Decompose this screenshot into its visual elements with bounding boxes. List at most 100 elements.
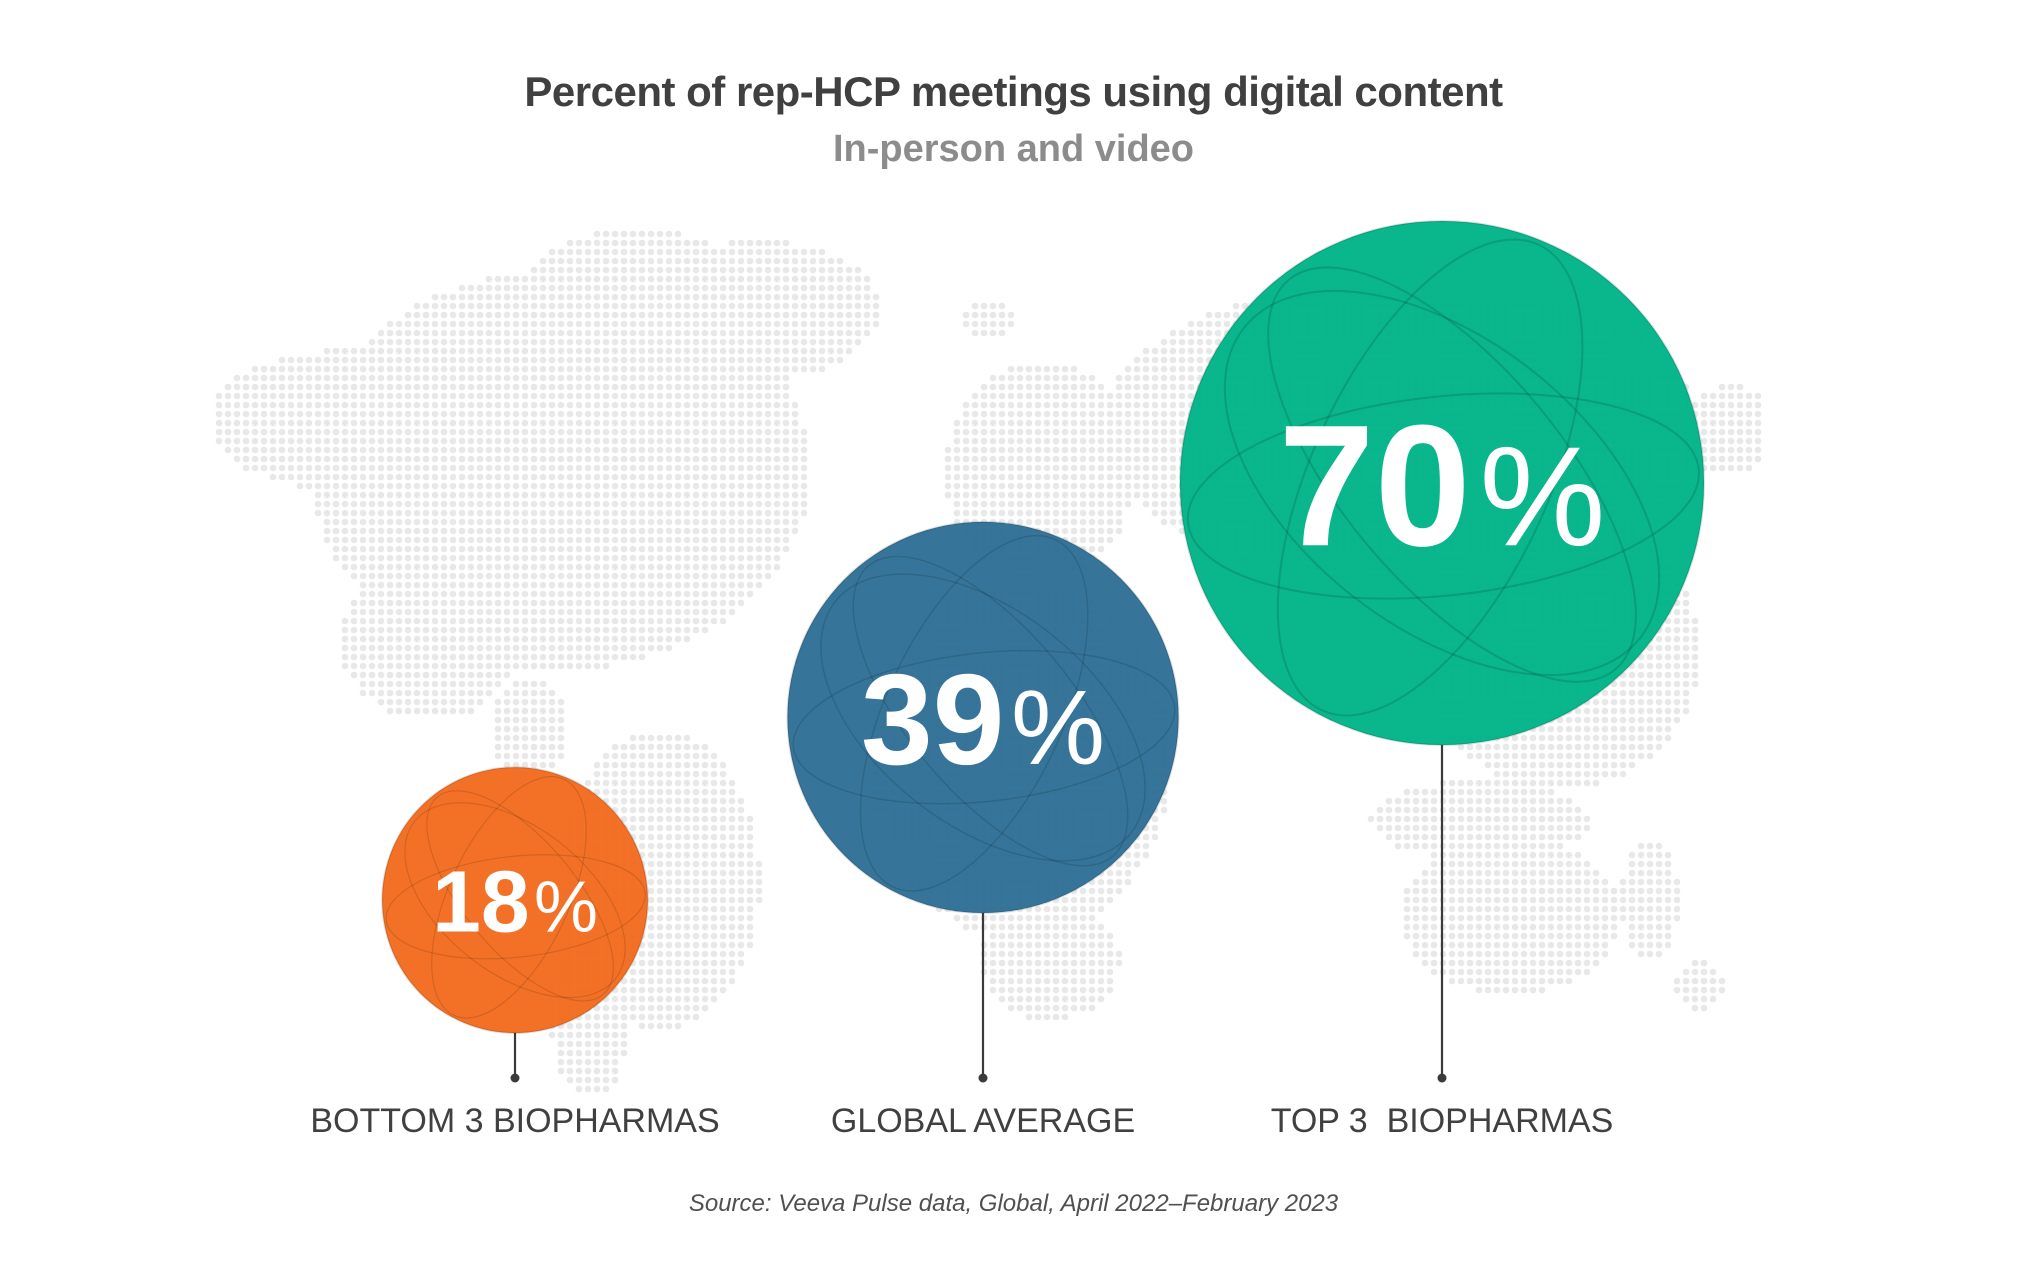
map-dot [683, 302, 691, 310]
map-dot [341, 545, 349, 553]
map-dot [710, 581, 718, 589]
map-dot [539, 581, 547, 589]
map-dot [503, 374, 511, 382]
map-dot [989, 437, 997, 445]
map-dot [701, 329, 709, 337]
map-dot [1133, 482, 1141, 490]
map-dot [1709, 428, 1717, 436]
map-dot [746, 518, 754, 526]
map-dot [1124, 410, 1132, 418]
map-dot [287, 437, 295, 445]
map-dot [341, 356, 349, 364]
map-dot [1133, 464, 1141, 472]
map-dot [1169, 491, 1177, 499]
map-dot [746, 590, 754, 598]
map-dot [611, 284, 619, 292]
map-dot [1088, 374, 1096, 382]
map-dot [503, 419, 511, 427]
map-dot [791, 401, 799, 409]
map-dot [620, 275, 628, 283]
map-dot [719, 356, 727, 364]
map-dot [656, 500, 664, 508]
map-dot [584, 599, 592, 607]
map-dot [692, 257, 700, 265]
map-dot [728, 383, 736, 391]
map-dot [1745, 455, 1753, 463]
map-dot [458, 491, 466, 499]
map-dot [1106, 536, 1114, 544]
map-dot [647, 545, 655, 553]
map-dot [980, 428, 988, 436]
map-dot [647, 230, 655, 238]
map-dot [395, 446, 403, 454]
map-dot [557, 599, 565, 607]
map-dot [530, 572, 538, 580]
map-dot [710, 356, 718, 364]
map-dot [530, 365, 538, 373]
map-dot [620, 590, 628, 598]
map-dot [215, 419, 223, 427]
map-dot [1079, 374, 1087, 382]
map-dot [584, 608, 592, 616]
map-dot [1160, 437, 1168, 445]
map-dot [1061, 446, 1069, 454]
map-dot [296, 356, 304, 364]
map-dot [620, 284, 628, 292]
map-dot [251, 365, 259, 373]
map-dot [377, 626, 385, 634]
map-dot [350, 455, 358, 463]
map-dot [746, 302, 754, 310]
map-dot [224, 428, 232, 436]
map-dot [548, 572, 556, 580]
map-dot [656, 302, 664, 310]
map-dot [485, 635, 493, 643]
map-dot [440, 500, 448, 508]
map-dot [611, 545, 619, 553]
map-dot [503, 437, 511, 445]
map-dot [440, 365, 448, 373]
map-dot [386, 374, 394, 382]
map-dot [980, 419, 988, 427]
map-dot [629, 338, 637, 346]
map-dot [593, 617, 601, 625]
map-dot [539, 473, 547, 481]
map-dot [467, 401, 475, 409]
map-dot [476, 365, 484, 373]
map-dot [1133, 392, 1141, 400]
map-dot [989, 473, 997, 481]
map-dot [737, 365, 745, 373]
map-dot [692, 266, 700, 274]
map-dot [1016, 491, 1024, 499]
map-dot [755, 365, 763, 373]
map-dot [728, 347, 736, 355]
map-dot [1142, 410, 1150, 418]
map-dot [584, 464, 592, 472]
map-dot [485, 311, 493, 319]
map-dot [476, 437, 484, 445]
map-dot [503, 572, 511, 580]
map-dot [278, 383, 286, 391]
map-dot [575, 446, 583, 454]
map-dot [548, 293, 556, 301]
map-dot [692, 275, 700, 283]
map-dot [800, 482, 808, 490]
map-dot [1178, 410, 1186, 418]
map-dot [611, 599, 619, 607]
map-dot [701, 266, 709, 274]
map-dot [647, 509, 655, 517]
map-dot [1745, 410, 1753, 418]
map-dot [764, 302, 772, 310]
map-dot [449, 527, 457, 535]
map-dot [980, 401, 988, 409]
map-dot [449, 599, 457, 607]
map-dot [368, 428, 376, 436]
map-dot [440, 464, 448, 472]
map-dot [1025, 518, 1033, 526]
map-dot [1079, 401, 1087, 409]
map-dot [575, 536, 583, 544]
map-dot [386, 329, 394, 337]
map-dot [1034, 491, 1042, 499]
map-dot [611, 275, 619, 283]
map-dot [782, 338, 790, 346]
map-dot [323, 410, 331, 418]
